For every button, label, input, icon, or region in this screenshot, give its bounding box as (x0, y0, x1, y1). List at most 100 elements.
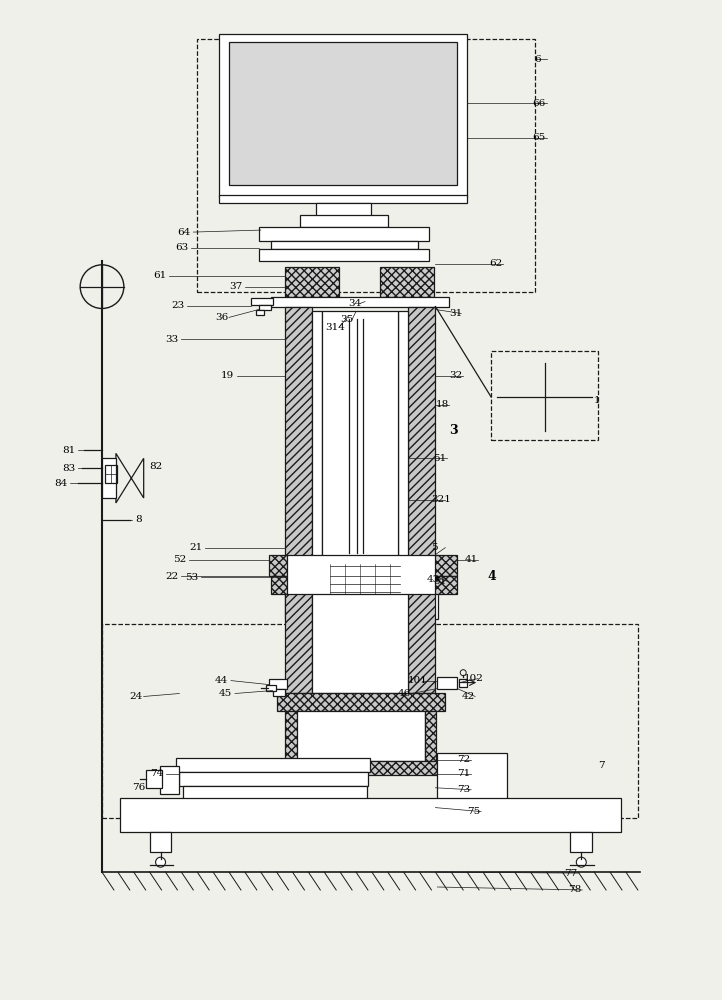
Bar (398, 311, 408, 558)
Bar (284, 711, 297, 761)
Bar (258, 249, 430, 261)
Text: 82: 82 (149, 462, 163, 471)
Bar (322, 311, 398, 558)
Text: 41: 41 (464, 555, 477, 564)
Text: 51: 51 (433, 577, 447, 586)
Bar (271, 241, 417, 249)
Bar (313, 594, 408, 693)
Bar (120, 798, 621, 832)
Text: 21: 21 (189, 543, 203, 552)
Bar (258, 305, 271, 310)
Text: 73: 73 (457, 785, 471, 794)
Bar (284, 267, 339, 297)
Bar (435, 576, 457, 594)
Bar (408, 594, 435, 693)
Bar (408, 307, 435, 560)
Text: 77: 77 (565, 869, 578, 878)
Bar (295, 711, 425, 761)
Text: 45: 45 (219, 689, 232, 698)
Bar (105, 465, 117, 483)
Bar (229, 42, 457, 185)
Bar (380, 267, 435, 297)
Text: 61: 61 (154, 271, 167, 280)
Text: 35: 35 (340, 315, 353, 324)
Bar (266, 685, 276, 691)
Bar (183, 786, 367, 800)
Text: 44: 44 (215, 676, 228, 685)
Text: 52: 52 (173, 555, 187, 564)
Bar (149, 832, 171, 852)
Bar (160, 766, 179, 794)
Text: 31: 31 (449, 309, 463, 318)
Text: 84: 84 (54, 479, 68, 488)
Bar (300, 215, 388, 227)
Bar (438, 677, 457, 689)
Bar (459, 679, 467, 687)
Bar (271, 297, 449, 307)
Bar (102, 624, 638, 818)
Text: 75: 75 (467, 807, 480, 816)
Text: 1: 1 (594, 396, 601, 405)
Bar (313, 311, 322, 558)
Bar (284, 761, 438, 775)
Text: 46: 46 (398, 689, 411, 698)
Text: 32: 32 (449, 371, 463, 380)
Bar (277, 693, 445, 711)
Text: 321: 321 (432, 495, 451, 504)
Bar (219, 195, 467, 203)
Bar (251, 298, 273, 305)
Bar (273, 689, 284, 696)
Bar (570, 832, 592, 852)
Text: 74: 74 (149, 769, 163, 778)
Circle shape (349, 298, 355, 305)
Bar (256, 310, 264, 315)
Text: 102: 102 (464, 674, 484, 683)
Text: 3: 3 (449, 424, 458, 437)
Text: 7: 7 (598, 761, 605, 770)
Bar (316, 203, 371, 217)
Circle shape (156, 857, 165, 867)
Text: 24: 24 (130, 692, 143, 701)
Bar (197, 39, 535, 292)
Bar (438, 753, 507, 803)
Text: 314: 314 (326, 323, 345, 332)
Bar (284, 594, 313, 693)
Bar (284, 555, 438, 619)
Text: 71: 71 (457, 769, 471, 778)
Bar (179, 772, 368, 786)
Text: 37: 37 (229, 282, 243, 291)
Text: 18: 18 (435, 400, 448, 409)
Text: 42: 42 (461, 692, 474, 701)
Text: 101: 101 (408, 676, 427, 685)
Circle shape (576, 857, 586, 867)
Text: 65: 65 (533, 133, 546, 142)
Text: 8: 8 (136, 515, 142, 524)
Bar (269, 555, 287, 576)
Text: 19: 19 (221, 371, 235, 380)
Bar (269, 679, 287, 689)
Text: 51: 51 (433, 454, 447, 463)
Bar (284, 307, 313, 560)
Bar (219, 34, 467, 197)
Text: 4: 4 (487, 570, 496, 583)
Text: 33: 33 (165, 335, 179, 344)
Text: 6: 6 (535, 55, 542, 64)
Text: 62: 62 (489, 259, 503, 268)
Text: 5: 5 (432, 543, 438, 552)
Text: 72: 72 (457, 755, 471, 764)
Text: 63: 63 (175, 243, 188, 252)
Bar (146, 770, 162, 788)
Bar (258, 227, 430, 241)
Text: 23: 23 (171, 301, 185, 310)
Text: 22: 22 (165, 572, 179, 581)
Text: 43: 43 (427, 575, 440, 584)
Text: 78: 78 (568, 885, 582, 894)
Bar (435, 555, 457, 576)
Text: 66: 66 (533, 99, 546, 108)
Bar (176, 758, 370, 772)
Text: 34: 34 (348, 299, 361, 308)
Bar (271, 576, 287, 594)
Bar (425, 711, 436, 761)
Bar (102, 458, 116, 498)
Text: 76: 76 (132, 783, 145, 792)
